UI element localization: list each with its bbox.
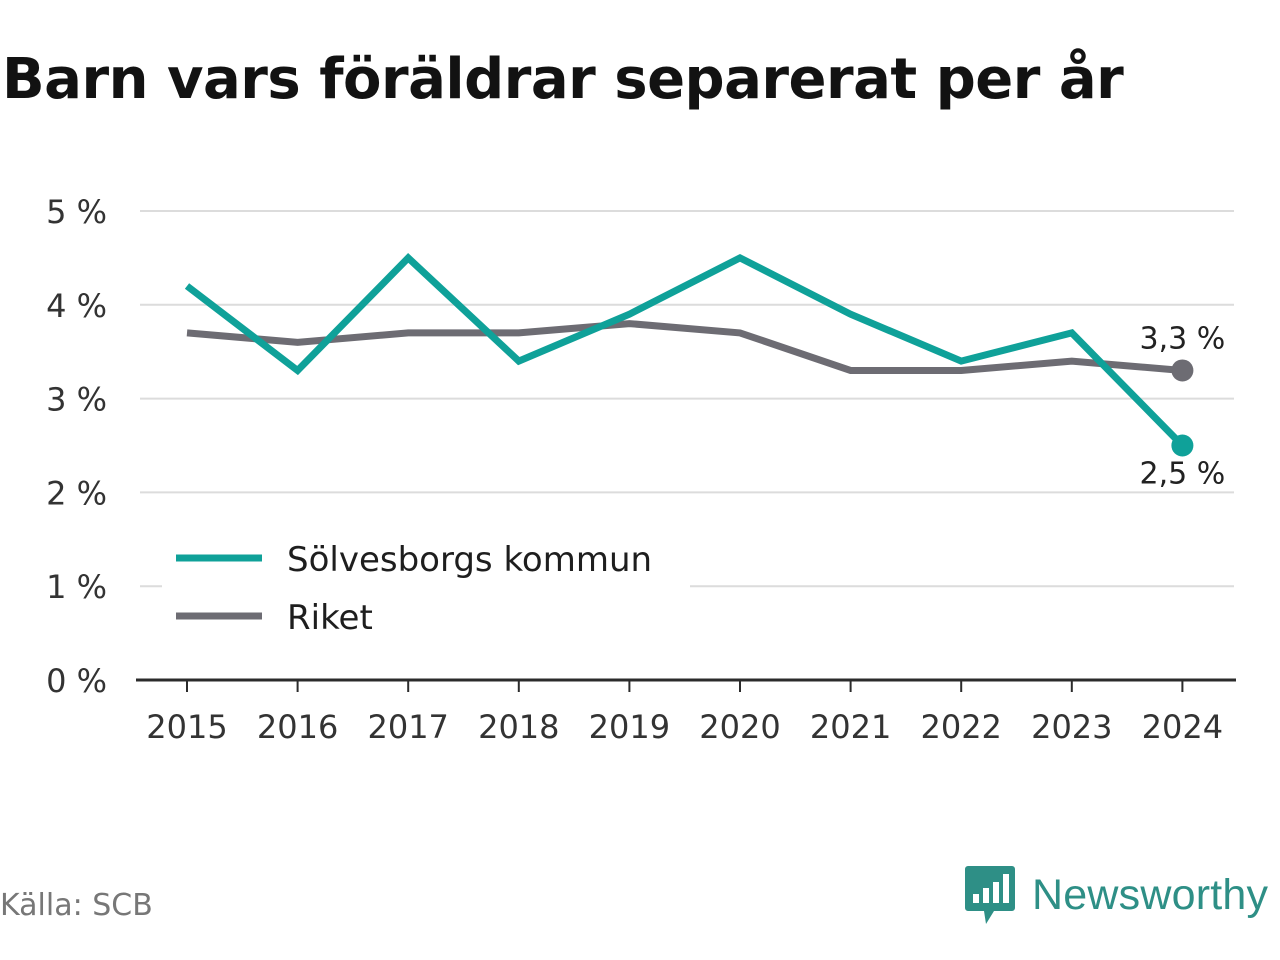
x-tick-label: 2015 [146,708,227,746]
y-tick-label: 4 % [46,287,107,325]
y-tick-label: 5 % [46,193,107,231]
x-tick-label: 2017 [367,708,448,746]
x-tick-label: 2019 [589,708,670,746]
y-tick-label: 1 % [46,568,107,606]
brand-logo[interactable]: Newsworthy [964,862,1268,928]
x-tick-label: 2024 [1142,708,1223,746]
line-chart: 0 %1 %2 %3 %4 %5 % 2015 2016 2017 2018 2019 2… [46,193,1236,746]
x-tick-label: 2018 [478,708,559,746]
x-tick-label: 2021 [810,708,891,746]
legend: Sölvesborgs kommun Riket [162,526,690,644]
end-value-label: 2,5 % [1140,457,1226,492]
x-axis-tick-labels: 2015 2016 2017 2018 2019 2020 2021 2022 2023 2024 [146,708,1223,746]
end-point-marker [1171,434,1194,457]
newsworthy-logo-icon [965,866,1015,924]
legend-label: Sölvesborgs kommun [287,540,652,580]
series-line [184,253,1185,448]
legend-label: Riket [287,598,373,638]
source-note: Källa: SCB [0,888,153,923]
end-point-marker [1171,359,1194,382]
end-value-label: 3,3 % [1140,321,1226,356]
series-line [186,320,1183,374]
x-axis [136,678,1236,692]
x-tick-label: 2022 [920,708,1001,746]
y-tick-label: 0 % [46,662,107,700]
legend-background [162,526,690,644]
y-tick-label: 2 % [46,474,107,512]
x-tick-label: 2020 [699,708,780,746]
x-tick-label: 2016 [257,708,338,746]
x-tick-label: 2023 [1031,708,1112,746]
page-title: Barn vars föräldrar separerat per år [2,47,1124,112]
brand-name: Newsworthy [1032,870,1269,919]
y-axis-tick-labels: 0 % 1 % 2 % 3 % 4 % 5 % [46,193,107,700]
series-lines [184,253,1194,457]
y-tick-label: 3 % [46,381,107,419]
end-labels: 2,5 % 3,3 % [1137,318,1229,494]
